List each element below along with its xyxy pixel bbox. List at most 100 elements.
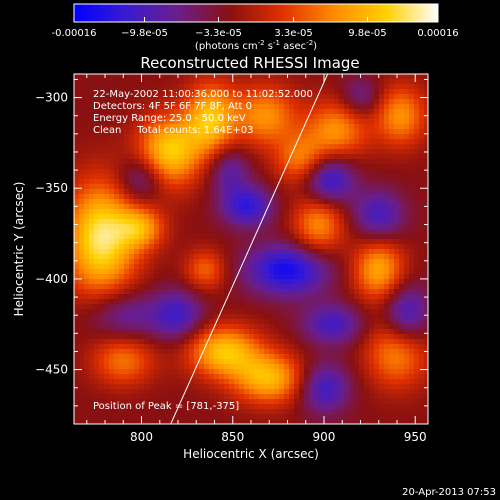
colorbar-units: (photons cm-2 s-1 asec-2) bbox=[195, 39, 317, 52]
heatmap-cell bbox=[169, 264, 175, 270]
heatmap-cell bbox=[414, 384, 420, 390]
heatmap-cell bbox=[329, 364, 335, 370]
heatmap-cell bbox=[174, 99, 180, 105]
heatmap-cell bbox=[104, 149, 110, 155]
heatmap-cell bbox=[404, 329, 410, 335]
heatmap-cell bbox=[159, 409, 165, 415]
heatmap-cell bbox=[279, 294, 285, 300]
heatmap-cell bbox=[259, 184, 265, 190]
heatmap-cell bbox=[254, 134, 260, 140]
heatmap-cell bbox=[239, 99, 245, 105]
heatmap-cell bbox=[189, 419, 195, 424]
heatmap-cell bbox=[244, 99, 250, 105]
heatmap-cell bbox=[89, 334, 95, 340]
heatmap-cell bbox=[344, 114, 350, 120]
heatmap-cell bbox=[359, 109, 365, 115]
heatmap-cell bbox=[154, 124, 160, 130]
heatmap-cell bbox=[99, 379, 105, 385]
heatmap-cell bbox=[114, 154, 120, 160]
heatmap-cell bbox=[354, 169, 360, 175]
heatmap-cell bbox=[424, 309, 428, 315]
heatmap-cell bbox=[424, 89, 428, 95]
heatmap-cell bbox=[154, 324, 160, 330]
heatmap-cell bbox=[359, 164, 365, 170]
heatmap-cell bbox=[414, 299, 420, 305]
heatmap-cell bbox=[84, 134, 90, 140]
heatmap-cell bbox=[379, 214, 385, 220]
heatmap-cell bbox=[214, 359, 220, 365]
heatmap-cell bbox=[189, 74, 195, 80]
heatmap-cell bbox=[324, 349, 330, 355]
heatmap-cell bbox=[324, 124, 330, 130]
heatmap-cell bbox=[179, 109, 185, 115]
heatmap-cell bbox=[84, 84, 90, 90]
heatmap-cell bbox=[89, 194, 95, 200]
heatmap-cell bbox=[84, 384, 90, 390]
heatmap-cell bbox=[229, 259, 235, 265]
heatmap-cell bbox=[399, 249, 405, 255]
heatmap-cell bbox=[419, 239, 425, 245]
heatmap-cell bbox=[354, 369, 360, 375]
heatmap-cell bbox=[99, 409, 105, 415]
heatmap-cell bbox=[129, 109, 135, 115]
heatmap-cell bbox=[209, 134, 215, 140]
heatmap-cell bbox=[324, 129, 330, 135]
heatmap-cell bbox=[264, 414, 270, 420]
heatmap-cell bbox=[334, 329, 340, 335]
heatmap-cell bbox=[214, 244, 220, 250]
heatmap-cell bbox=[244, 314, 250, 320]
heatmap-cell bbox=[319, 264, 325, 270]
heatmap-cell bbox=[114, 84, 120, 90]
heatmap-cell bbox=[294, 364, 300, 370]
heatmap-cell bbox=[164, 409, 170, 415]
heatmap-cell bbox=[289, 419, 295, 424]
heatmap-cell bbox=[344, 299, 350, 305]
heatmap-cell bbox=[74, 299, 80, 305]
heatmap-cell bbox=[324, 79, 330, 85]
heatmap-cell bbox=[399, 349, 405, 355]
heatmap-cell bbox=[209, 234, 215, 240]
heatmap-cell bbox=[99, 224, 105, 230]
heatmap-cell bbox=[104, 324, 110, 330]
heatmap-cell bbox=[254, 354, 260, 360]
heatmap-cell bbox=[114, 89, 120, 95]
heatmap-cell bbox=[189, 329, 195, 335]
heatmap-cell bbox=[114, 329, 120, 335]
heatmap-cell bbox=[394, 114, 400, 120]
heatmap-cell bbox=[154, 319, 160, 325]
heatmap-cell bbox=[404, 289, 410, 295]
heatmap-cell bbox=[104, 339, 110, 345]
heatmap-cell bbox=[349, 129, 355, 135]
heatmap-cell bbox=[389, 264, 395, 270]
heatmap-cell bbox=[84, 414, 90, 420]
heatmap-cell bbox=[169, 209, 175, 215]
heatmap-cell bbox=[134, 324, 140, 330]
heatmap-cell bbox=[284, 94, 290, 100]
heatmap-cell bbox=[414, 94, 420, 100]
heatmap-cell bbox=[384, 184, 390, 190]
heatmap-cell bbox=[129, 219, 135, 225]
heatmap-cell bbox=[89, 219, 95, 225]
heatmap-cell bbox=[204, 114, 210, 120]
heatmap-cell bbox=[154, 219, 160, 225]
heatmap-cell bbox=[79, 209, 85, 215]
heatmap-cell bbox=[144, 294, 150, 300]
heatmap-cell bbox=[394, 234, 400, 240]
heatmap-cell bbox=[259, 234, 265, 240]
heatmap-cell bbox=[269, 249, 275, 255]
heatmap-cell bbox=[174, 104, 180, 110]
heatmap-cell bbox=[259, 409, 265, 415]
heatmap-cell bbox=[374, 284, 380, 290]
heatmap-cell bbox=[354, 314, 360, 320]
heatmap-cell bbox=[279, 409, 285, 415]
heatmap-cell bbox=[309, 369, 315, 375]
heatmap-cell bbox=[394, 374, 400, 380]
heatmap-cell bbox=[419, 254, 425, 260]
heatmap-cell bbox=[404, 264, 410, 270]
heatmap-cell bbox=[134, 239, 140, 245]
heatmap-cell bbox=[184, 354, 190, 360]
heatmap-cell bbox=[404, 169, 410, 175]
heatmap-cell bbox=[414, 359, 420, 365]
heatmap-cell bbox=[149, 234, 155, 240]
heatmap-cell bbox=[379, 314, 385, 320]
